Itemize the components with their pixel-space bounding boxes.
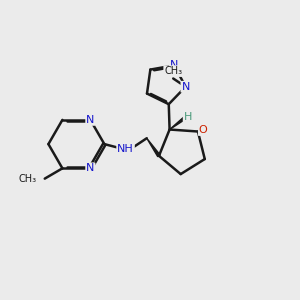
Text: N: N xyxy=(182,82,190,92)
Text: N: N xyxy=(86,163,94,173)
Text: N: N xyxy=(170,60,178,70)
Polygon shape xyxy=(169,117,185,130)
Text: CH₃: CH₃ xyxy=(164,66,182,76)
Text: O: O xyxy=(199,125,208,135)
Text: H: H xyxy=(184,112,192,122)
Text: NH: NH xyxy=(117,144,134,154)
Text: N: N xyxy=(86,115,94,125)
Polygon shape xyxy=(147,138,160,157)
Text: CH₃: CH₃ xyxy=(18,174,37,184)
